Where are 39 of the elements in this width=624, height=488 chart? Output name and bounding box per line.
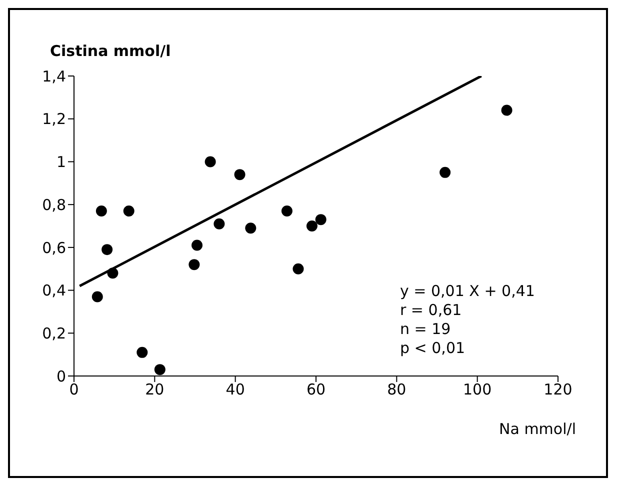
x-axis-title: Na mmol/l — [499, 420, 576, 438]
point — [292, 263, 304, 274]
x-tick-label: 0 — [69, 380, 79, 399]
annotation: y = 0,01 X + 0,41 — [400, 282, 535, 301]
y-tick-label: 1,2 — [42, 110, 66, 128]
point — [204, 156, 216, 168]
point — [306, 220, 318, 232]
x-tick-label: 60 — [306, 380, 326, 399]
point — [214, 218, 225, 230]
point — [501, 104, 512, 116]
y-tick-label: 0,2 — [42, 324, 66, 342]
point — [234, 169, 246, 180]
y-tick-label: 1 — [56, 153, 66, 172]
x-tick-label: 20 — [145, 380, 164, 399]
y-tick-label: 0 — [56, 367, 66, 386]
annotation: r = 0,61 — [400, 301, 463, 320]
y-tick-label: 1,4 — [42, 67, 66, 86]
point — [281, 206, 292, 216]
annotation: n = 19 — [400, 320, 452, 339]
point — [102, 244, 113, 256]
point — [96, 206, 107, 216]
point — [440, 166, 451, 178]
point — [192, 240, 203, 251]
point — [123, 206, 134, 216]
point — [188, 259, 200, 270]
x-tick-label: 120 — [544, 380, 572, 399]
y-tick-label: 0,4 — [42, 282, 66, 300]
point — [245, 222, 256, 234]
point — [154, 364, 166, 376]
x-tick-label: 100 — [463, 380, 492, 399]
y-tick-label: 0,6 — [42, 238, 66, 257]
point — [315, 214, 326, 226]
point — [136, 346, 148, 358]
x-tick-label: 80 — [387, 380, 406, 399]
y-tick-label: 0,8 — [42, 196, 66, 214]
x-tick-label: 40 — [226, 380, 245, 399]
y-axis-title: Cistina mmol/l — [50, 42, 171, 60]
annotation: p < 0,01 — [400, 339, 466, 358]
point — [92, 291, 103, 302]
